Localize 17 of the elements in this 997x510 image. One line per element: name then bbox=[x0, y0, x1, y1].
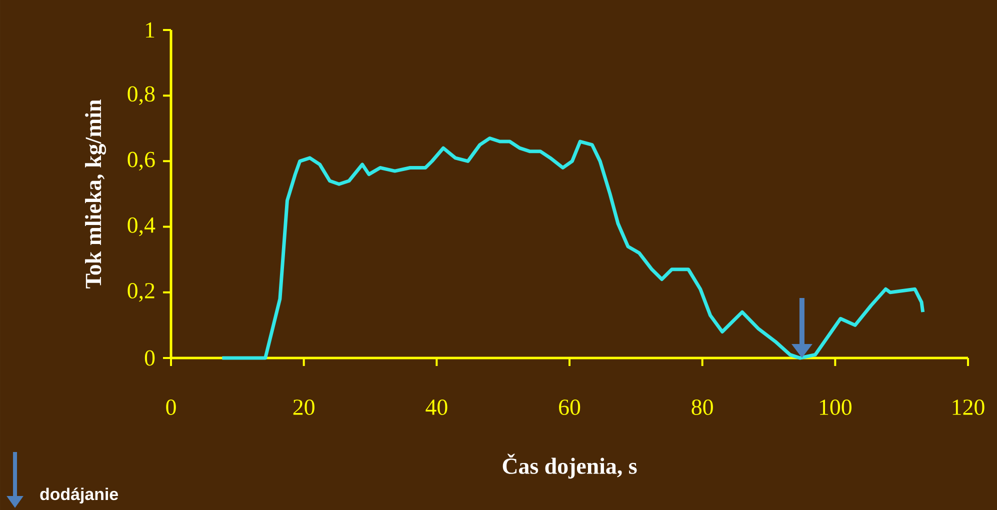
text: dodájanie bbox=[40, 488, 118, 504]
y-axis-title: Tok mlieka, kg/min bbox=[85, 100, 106, 288]
line-series bbox=[220, 136, 925, 360]
x-tick-label: 80 bbox=[692, 399, 713, 415]
x-tick-label: 120 bbox=[952, 399, 984, 415]
x-tick-label: 60 bbox=[559, 399, 580, 415]
y-tick-label: 1 bbox=[146, 22, 154, 38]
x-tick-label: 20 bbox=[293, 399, 314, 415]
x-tick-label: 0 bbox=[166, 399, 176, 415]
y-tick-label: 0,4 bbox=[128, 217, 156, 236]
y-tick-label: 0,2 bbox=[128, 282, 154, 302]
x-axis-title: Čas dojenia, s bbox=[502, 454, 637, 479]
y-tick-label: 0 bbox=[144, 350, 155, 366]
x-tick-label: 40 bbox=[426, 399, 448, 415]
y-tick-label: 0,8 bbox=[128, 86, 155, 105]
x-tick-label: 100 bbox=[820, 399, 852, 415]
y-tick-label: 0,6 bbox=[128, 152, 155, 171]
